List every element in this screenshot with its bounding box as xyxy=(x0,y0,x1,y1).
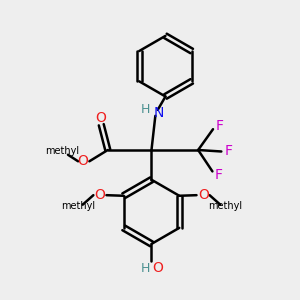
Text: O: O xyxy=(77,154,88,168)
Text: F: F xyxy=(215,168,223,182)
Text: F: F xyxy=(224,145,232,158)
Text: methyl: methyl xyxy=(208,201,243,211)
Text: H: H xyxy=(140,262,150,275)
Text: O: O xyxy=(198,188,209,202)
Text: methyl: methyl xyxy=(61,201,95,211)
Text: methyl: methyl xyxy=(46,146,80,156)
Text: O: O xyxy=(153,261,164,275)
Text: O: O xyxy=(94,188,105,202)
Text: H: H xyxy=(141,103,151,116)
Text: N: N xyxy=(154,106,164,120)
Text: F: F xyxy=(216,118,224,133)
Text: O: O xyxy=(95,111,106,125)
